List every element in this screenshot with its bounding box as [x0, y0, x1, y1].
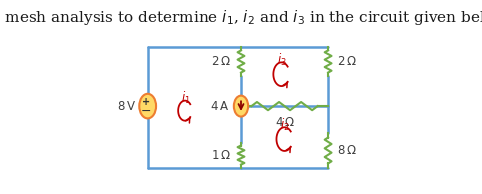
- Text: $i_3$: $i_3$: [277, 52, 286, 68]
- Text: −: −: [141, 105, 151, 118]
- Text: $2\,\Omega$: $2\,\Omega$: [211, 55, 231, 68]
- Text: $4\,\mathrm{A}$: $4\,\mathrm{A}$: [210, 100, 229, 113]
- Text: $i_1$: $i_1$: [181, 90, 190, 107]
- Text: $2\,\Omega$: $2\,\Omega$: [337, 55, 357, 68]
- Text: Use mesh analysis to determine $i_1$, $i_2$ and $i_3$ in the circuit given below: Use mesh analysis to determine $i_1$, $i…: [0, 8, 482, 27]
- Text: $1\,\Omega$: $1\,\Omega$: [211, 149, 231, 162]
- Text: $i_2$: $i_2$: [281, 116, 290, 133]
- Text: $8\,\Omega$: $8\,\Omega$: [337, 144, 357, 157]
- Text: $4\,\Omega$: $4\,\Omega$: [275, 116, 295, 129]
- Circle shape: [139, 94, 156, 118]
- Text: $8\,\mathrm{V}$: $8\,\mathrm{V}$: [118, 100, 137, 113]
- Text: +: +: [142, 97, 150, 107]
- Circle shape: [234, 96, 248, 117]
